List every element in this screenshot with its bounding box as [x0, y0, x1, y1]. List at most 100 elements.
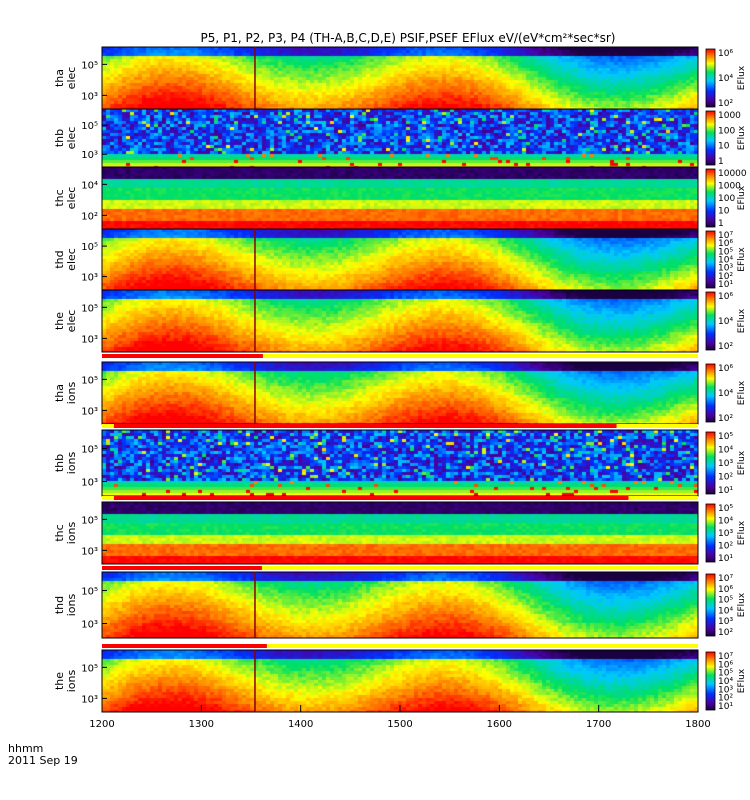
y-tick-label: 10³	[81, 406, 98, 417]
colorbar-unit-label: EFlux	[737, 65, 747, 90]
colorbar-tick-label: 10⁴	[718, 74, 733, 84]
colorbar-tick-label: 1000	[718, 111, 741, 121]
colorbar-unit-label: EFlux	[737, 592, 747, 617]
mode-bar	[102, 424, 698, 428]
colorbar-tick-label: 10⁶	[718, 49, 733, 59]
x-axis-label-hhmm: hhmm	[8, 742, 43, 755]
colorbar-tick-label: 10⁵	[718, 669, 733, 679]
colorbar-tick-label: 10⁷	[718, 231, 733, 241]
panel-frame	[101, 501, 699, 565]
colorbar-tick-label: 10³	[718, 529, 733, 539]
colorbar-tick-label: 10²	[718, 342, 733, 352]
colorbar	[705, 168, 716, 228]
y-axis-label-species: ions	[65, 669, 78, 692]
colorbar-tick-label: 100	[718, 126, 735, 136]
x-axis-label-date: 2011 Sep 19	[8, 754, 78, 767]
y-tick-label: 10⁵	[81, 515, 98, 526]
colorbar-tick-label: 10³	[718, 617, 733, 627]
colorbar-tick-label: 10⁵	[718, 247, 733, 257]
y-tick-label: 10²	[81, 211, 98, 222]
mode-bar	[102, 566, 698, 570]
x-axis: 1200 1300 1400 1500 1600 1700 1800	[89, 705, 711, 730]
colorbar-tick-label: 10²	[718, 542, 733, 552]
y-tick-label: 10³	[81, 273, 98, 284]
colorbar-unit-label: EFlux	[737, 450, 747, 475]
y-axis-label-probe: tha	[53, 384, 66, 402]
y-axis-label-probe: thd	[53, 596, 66, 614]
y-tick-label: 10⁵	[81, 663, 98, 674]
colorbar-tick-label: 10⁶	[718, 660, 733, 670]
y-axis-label-probe: thc	[53, 524, 66, 541]
colorbar	[705, 573, 716, 637]
colorbar-tick-label: 10²	[718, 414, 733, 424]
x-tick-label: 1500	[387, 719, 412, 730]
colorbar-unit-label: EFlux	[737, 185, 747, 210]
colorbar-tick-label: 10	[718, 142, 730, 152]
y-tick-label: 10³	[81, 477, 98, 488]
colorbar-unit-label: EFlux	[737, 125, 747, 150]
mode-bar-red	[102, 354, 263, 358]
spectrogram-image	[102, 229, 698, 290]
colorbar-tick-label: 10⁶	[718, 292, 733, 302]
y-tick-label: 10⁵	[81, 303, 98, 314]
mode-bar	[102, 644, 698, 648]
y-axis-label-probe: the	[53, 312, 66, 330]
y-axis-label-species: elec	[65, 127, 78, 150]
colorbar-tick-label: 10000	[718, 169, 747, 179]
colorbar-tick-label: 10⁴	[718, 446, 733, 456]
y-tick-label: 10⁵	[81, 444, 98, 455]
mode-bar-yellow	[262, 354, 698, 358]
colorbar	[705, 110, 716, 166]
colorbar-tick-label: 10⁶	[718, 585, 733, 595]
y-axis-label-species: ions	[65, 381, 78, 404]
mode-bar-red	[113, 496, 629, 500]
colorbar-unit-label: EFlux	[737, 380, 747, 405]
y-tick-label: 10⁵	[81, 586, 98, 597]
colorbar-tick-label: 10²	[718, 473, 733, 483]
y-axis-label-species: ions	[65, 451, 78, 474]
y-axis-label-probe: thd	[53, 250, 66, 268]
mode-bar-yellow	[266, 644, 698, 648]
mode-bar-red	[102, 644, 267, 648]
colorbar-unit-label: EFlux	[737, 247, 747, 272]
colorbar-tick-label: 10⁷	[718, 652, 733, 662]
mode-bar	[102, 496, 698, 500]
colorbar-tick-label: 10⁶	[718, 239, 733, 249]
colorbar	[705, 48, 716, 108]
y-tick-label: 10³	[81, 334, 98, 345]
y-axis-label-species: elec	[65, 187, 78, 210]
colorbar-tick-label: 100	[718, 194, 735, 204]
y-tick-label: 10³	[81, 546, 98, 557]
spectrogram-image	[102, 650, 698, 712]
colorbar-tick-label: 10⁵	[718, 504, 733, 514]
y-axis-label-species: elec	[65, 248, 78, 271]
mode-bar-red	[102, 566, 262, 570]
colorbar-tick-label: 10⁵	[718, 596, 733, 606]
colorbar	[705, 230, 716, 289]
colorbar	[705, 651, 716, 711]
colorbar	[705, 503, 716, 563]
colorbar-tick-label: 10³	[718, 459, 733, 469]
colorbar-tick-label: 10⁵	[718, 432, 733, 442]
spectrogram-image	[102, 47, 698, 109]
y-axis-label-probe: tha	[53, 69, 66, 87]
spectrogram-image	[102, 167, 698, 229]
colorbar-tick-label: 10²	[718, 99, 733, 109]
colorbar-tick-label: 10²	[718, 628, 733, 638]
colorbar-unit-label: EFlux	[737, 668, 747, 693]
spectrogram-image	[102, 290, 698, 352]
colorbar-tick-label: 10⁴	[718, 517, 733, 527]
mode-bar-red	[113, 424, 617, 428]
mode-bar-yellow	[261, 566, 698, 570]
y-axis-label-species: ions	[65, 521, 78, 544]
y-tick-label: 10³	[81, 694, 98, 705]
y-tick-label: 10⁵	[81, 375, 98, 386]
x-tick-label: 1400	[288, 719, 313, 730]
colorbar	[705, 431, 716, 495]
colorbar-tick-label: 10¹	[718, 486, 733, 496]
